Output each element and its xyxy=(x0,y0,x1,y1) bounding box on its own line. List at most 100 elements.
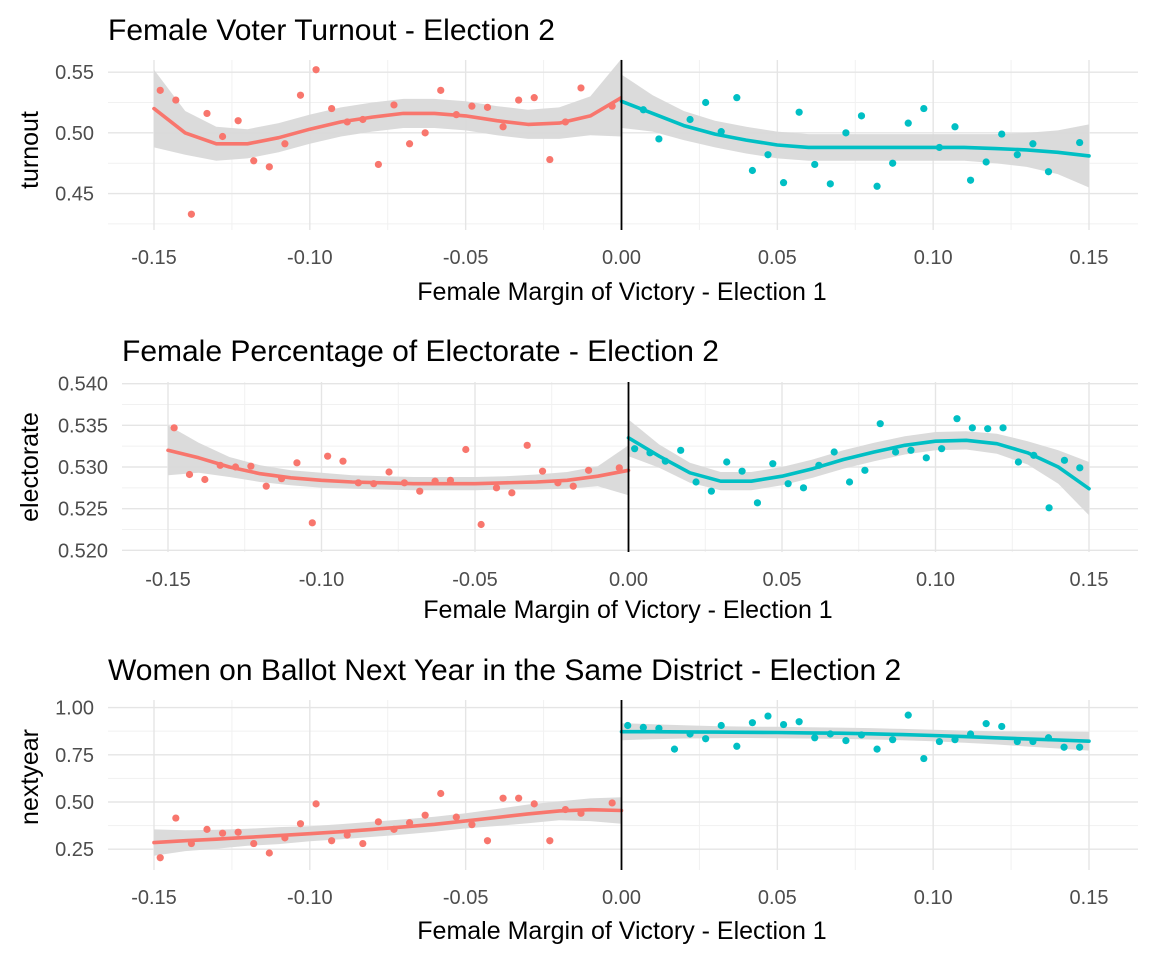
turnout-left-data-point xyxy=(296,91,305,99)
turnout-left-data-point xyxy=(187,210,195,218)
electorate-plot-area: -0.15 -0.10 -0.05 0.00 0.05 0.10 0.15 0.520 0.52… xyxy=(58,374,1138,591)
nextyear-right-data-point xyxy=(904,711,912,719)
electorate-right-data-point xyxy=(769,460,777,468)
electorate-x-tick-label: 0.15 xyxy=(1070,569,1109,591)
turnout-left-data-point xyxy=(281,140,289,148)
electorate-right-smooth-line xyxy=(626,435,1091,491)
turnout-left-data-point xyxy=(405,140,414,148)
electorate-left-data-point xyxy=(262,482,270,490)
nextyear-x-tick-label: -0.15 xyxy=(131,887,177,909)
electorate-y-axis-label: electorate xyxy=(16,412,44,522)
electorate-right-data-point xyxy=(738,467,746,475)
turnout-left-series xyxy=(152,58,624,218)
turnout-right-data-point xyxy=(686,115,694,124)
electorate-right-data-point xyxy=(1076,464,1084,472)
turnout-left-data-point xyxy=(250,157,258,165)
turnout-y-axis-label: turnout xyxy=(16,111,44,189)
nextyear-x-tick-label: 0.10 xyxy=(914,887,953,909)
nextyear-left-data-point xyxy=(218,829,227,837)
nextyear-left-data-point xyxy=(296,820,305,828)
nextyear-right-data-point xyxy=(795,718,803,726)
turnout-right-data-point xyxy=(857,112,866,120)
nextyear-right-data-point xyxy=(717,721,725,730)
nextyear-x-axis-label: Female Margin of Victory - Election 1 xyxy=(417,917,826,945)
turnout-left-smooth-line xyxy=(152,95,624,146)
electorate-right-data-point xyxy=(907,446,915,454)
turnout-panel: Female Voter Turnout - Election 2 Female… xyxy=(16,14,1138,306)
electorate-y-tick-label: 0.535 xyxy=(58,415,108,437)
electorate-left-data-point xyxy=(416,487,424,495)
turnout-x-tick-label: -0.15 xyxy=(131,247,177,269)
nextyear-y-tick-label: 1.00 xyxy=(55,698,94,720)
electorate-x-tick-label: 0.10 xyxy=(916,569,955,591)
turnout-right-data-point xyxy=(702,98,710,107)
electorate-x-tick-label: -0.05 xyxy=(452,569,498,591)
electorate-right-data-point xyxy=(922,454,930,462)
turnout-left-data-point xyxy=(374,160,382,169)
turnout-right-data-point xyxy=(733,94,741,102)
nextyear-right-series xyxy=(619,711,1091,763)
electorate-x-tick-label: 0.05 xyxy=(763,569,802,591)
electorate-right-confidence-band xyxy=(628,419,1089,516)
electorate-left-series xyxy=(166,424,631,529)
nextyear-left-data-point xyxy=(328,837,336,845)
electorate-y-tick-label: 0.525 xyxy=(58,499,108,521)
nextyear-right-data-point xyxy=(935,737,944,746)
nextyear-left-data-point xyxy=(530,800,538,808)
turnout-right-data-point xyxy=(764,151,772,159)
electorate-right-data-point xyxy=(968,424,976,432)
turnout-x-tick-label: 0.05 xyxy=(758,247,797,269)
turnout-left-data-point xyxy=(437,86,445,94)
turnout-left-data-point xyxy=(265,163,273,171)
turnout-left-data-point xyxy=(515,96,523,104)
electorate-left-data-point xyxy=(523,441,531,449)
nextyear-left-data-point xyxy=(608,799,616,807)
nextyear-left-data-point xyxy=(343,831,351,839)
nextyear-x-tick-label: 0.00 xyxy=(602,887,641,909)
electorate-left-data-point xyxy=(462,445,470,454)
nextyear-left-data-point xyxy=(546,837,554,845)
electorate-left-data-point xyxy=(293,459,301,467)
nextyear-right-data-point xyxy=(702,735,710,743)
nextyear-right-smooth-line xyxy=(619,729,1091,744)
electorate-right-data-point xyxy=(830,448,838,456)
turnout-right-data-point xyxy=(826,180,834,188)
turnout-right-data-point xyxy=(904,119,912,127)
electorate-left-smooth-line xyxy=(166,448,631,486)
turnout-right-data-point xyxy=(873,182,881,190)
nextyear-left-data-point xyxy=(172,814,180,822)
nextyear-right-data-point xyxy=(982,720,990,728)
turnout-left-data-point xyxy=(234,117,242,125)
turnout-right-data-point xyxy=(1013,151,1021,159)
nextyear-right-data-point xyxy=(670,745,679,753)
turnout-left-data-point xyxy=(203,109,211,118)
turnout-left-data-point xyxy=(328,104,336,113)
electorate-left-data-point xyxy=(247,462,255,470)
turnout-left-data-point xyxy=(546,155,554,164)
nextyear-left-data-point xyxy=(468,821,476,829)
turnout-right-data-point xyxy=(1044,168,1053,176)
nextyear-x-tick-label: 0.15 xyxy=(1070,887,1109,909)
turnout-right-data-point xyxy=(1029,140,1037,148)
turnout-y-tick-label: 0.55 xyxy=(55,62,94,84)
nextyear-right-data-point xyxy=(873,745,881,753)
turnout-right-data-point xyxy=(951,123,959,131)
electorate-right-series xyxy=(626,415,1091,516)
turnout-x-axis-label: Female Margin of Victory - Election 1 xyxy=(417,278,826,306)
electorate-right-data-point xyxy=(953,415,961,423)
electorate-left-data-point xyxy=(477,520,485,529)
turnout-x-tick-label: -0.10 xyxy=(287,247,333,269)
electorate-right-data-point xyxy=(631,445,639,453)
nextyear-left-data-point xyxy=(437,789,445,798)
electorate-right-data-point xyxy=(999,424,1007,432)
turnout-left-data-point xyxy=(156,86,164,94)
nextyear-left-data-point xyxy=(374,818,382,826)
turnout-left-confidence-band xyxy=(154,58,622,161)
electorate-left-data-point xyxy=(170,424,178,432)
electorate-right-data-point xyxy=(984,425,992,433)
nextyear-left-data-point xyxy=(483,837,492,845)
turnout-right-data-point xyxy=(998,130,1006,138)
electorate-x-axis-label: Female Margin of Victory - Election 1 xyxy=(423,596,832,624)
nextyear-left-smooth-line xyxy=(152,807,624,845)
turnout-right-data-point xyxy=(982,158,990,166)
